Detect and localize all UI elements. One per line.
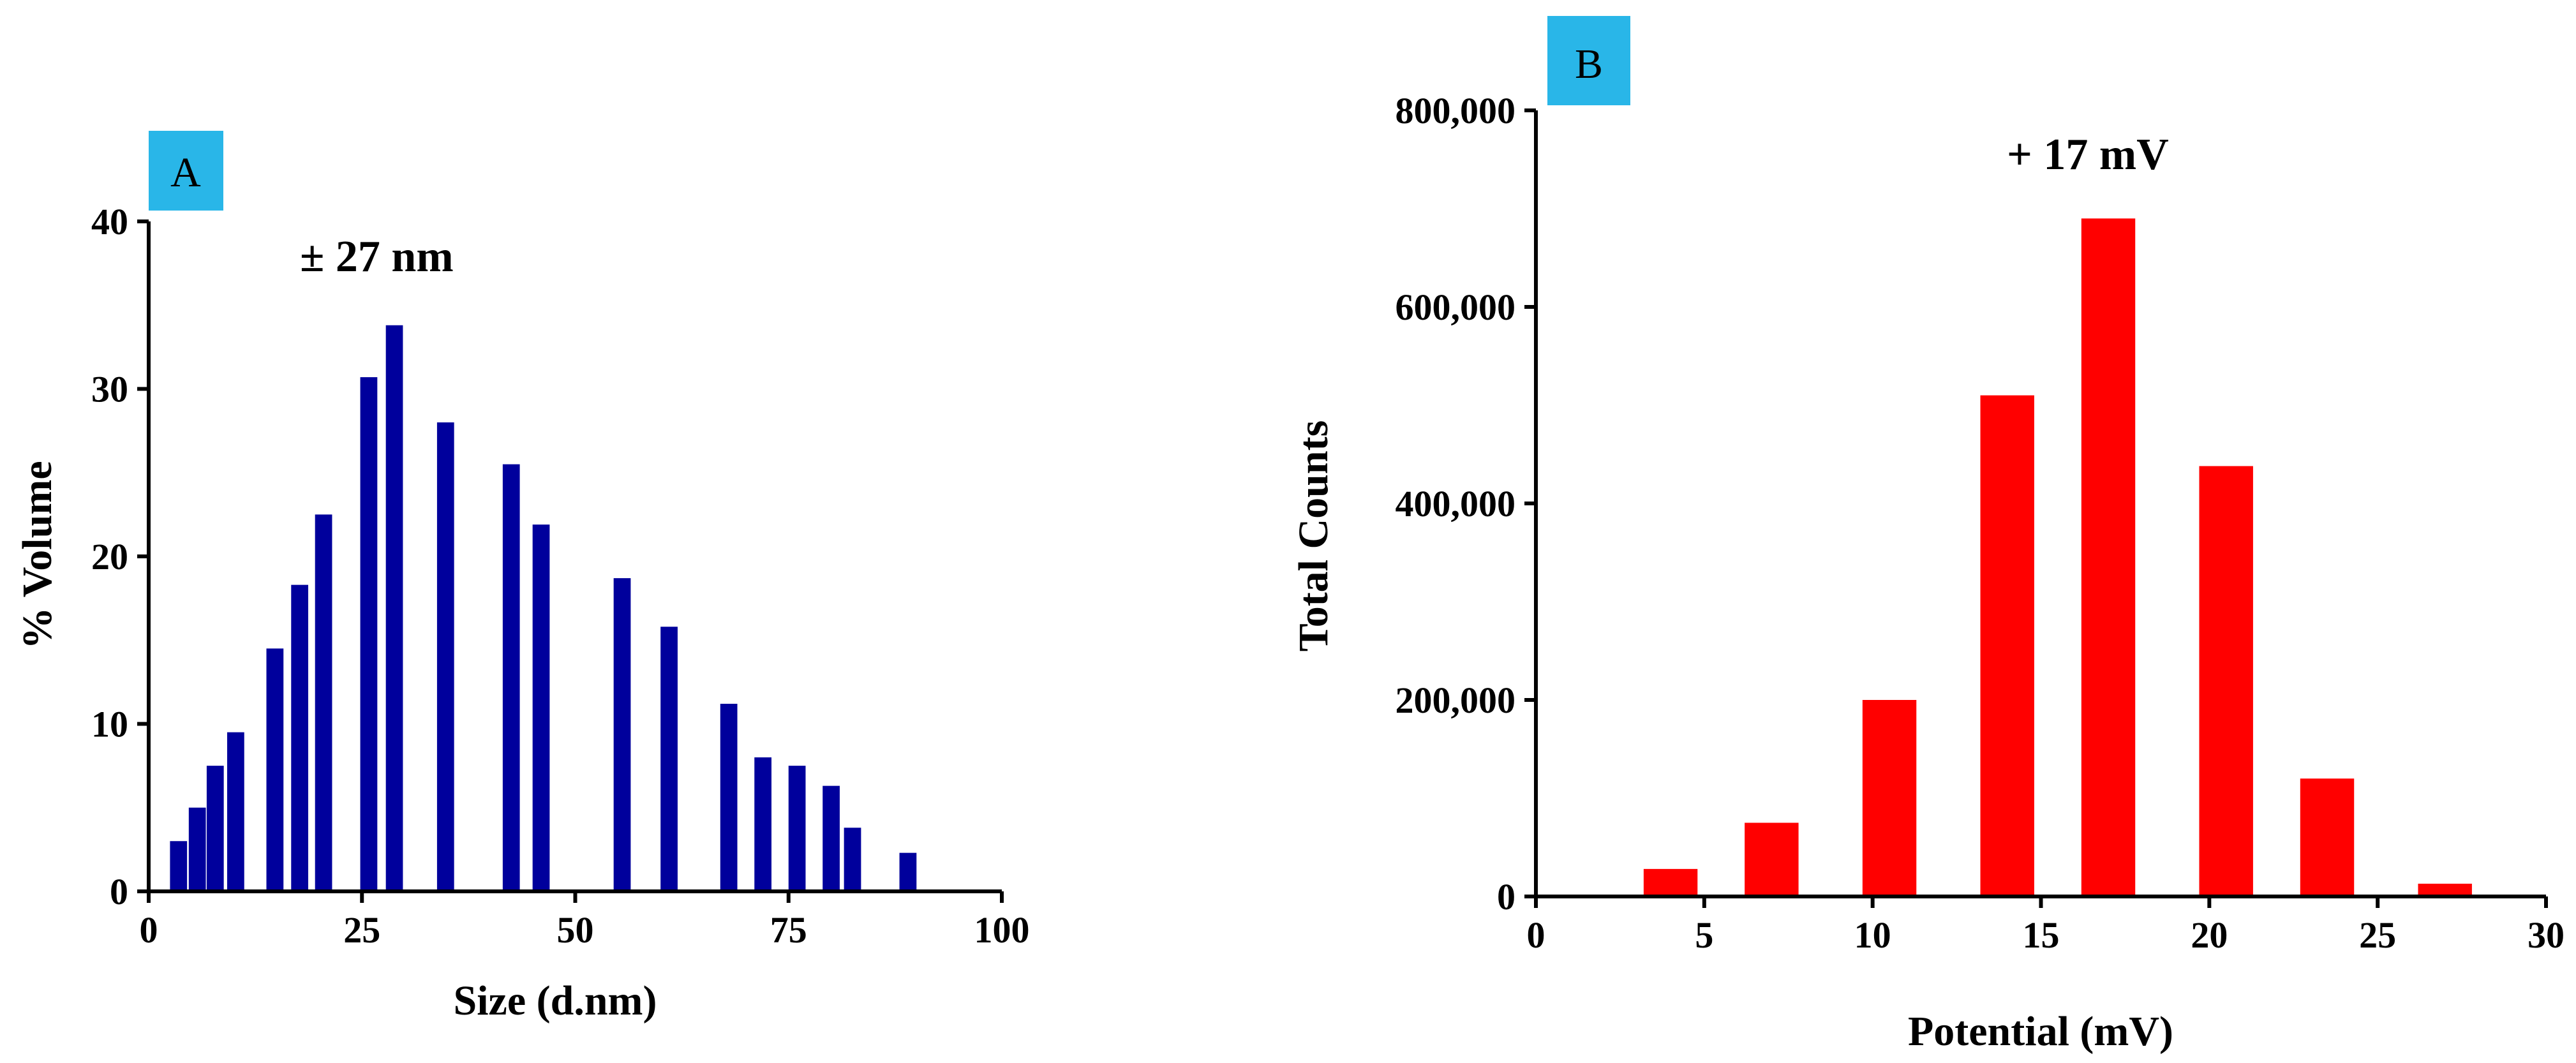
panel-b-y-tick-label: 600,000	[1396, 286, 1516, 328]
panel-a-bar	[436, 422, 454, 891]
panel-a-bar	[844, 828, 861, 891]
panel-a-bar	[720, 704, 738, 891]
panel-a-x-ticks: 0 25 50 75 100	[140, 891, 1030, 951]
panel-b-y-tick-label: 0	[1497, 876, 1515, 918]
panel-b-label: B	[1575, 41, 1603, 87]
panel-b-x-axis-title: Potential (mV)	[1908, 1008, 2173, 1055]
panel-a-label-box	[149, 131, 223, 211]
panel-a-bar	[899, 852, 917, 891]
panel-a-chart: 0 25 50 75 100 0 10 20 30 40 Size (d.nm) % Volum…	[14, 131, 1030, 1024]
panel-b-x-ticks: 0 5 10 15 20 25 30	[1527, 896, 2565, 956]
panel-b-bar	[1643, 868, 1698, 896]
panel-b-y-axis-title: Total Counts	[1290, 420, 1337, 652]
panel-b-x-tick-label: 25	[2359, 914, 2396, 956]
panel-a-bar	[660, 627, 678, 891]
panel-b-y-ticks: 0 200,000 400,000 600,000 800,000	[1396, 90, 1536, 918]
panel-a-x-axis-title: Size (d.nm)	[454, 978, 657, 1024]
panel-a-y-tick-label: 10	[91, 704, 128, 745]
panel-b-y-tick-label: 800,000	[1396, 90, 1516, 131]
panel-b-bar	[2418, 883, 2472, 896]
panel-a-bar	[291, 584, 309, 891]
panel-a-bar	[227, 732, 244, 891]
panel-b-y-tick-label: 400,000	[1396, 483, 1516, 524]
panel-a-x-tick-label: 50	[557, 909, 594, 951]
panel-a-y-tick-label: 20	[91, 536, 128, 577]
panel-a-annotation: ± 27 nm	[300, 232, 454, 281]
panel-a-bar	[613, 578, 631, 891]
panel-a-x-tick-label: 100	[974, 909, 1030, 951]
panel-a-label: A	[170, 149, 201, 196]
panel-a-y-tick-label: 30	[91, 369, 128, 410]
panel-a-y-tick-label: 40	[91, 201, 128, 242]
panel-a-bars	[170, 325, 917, 891]
panel-a-bar	[385, 325, 403, 891]
panel-a-bar	[315, 514, 332, 891]
panel-b-bar	[1745, 822, 1799, 896]
panel-a-x-tick-label: 0	[140, 909, 158, 951]
panel-b-bar	[1980, 395, 2034, 896]
panel-b-x-tick-label: 0	[1527, 914, 1545, 956]
panel-a-y-axis-title: % Volume	[14, 461, 61, 649]
panel-b-x-tick-label: 15	[2023, 914, 2060, 956]
panel-a-bar	[502, 464, 520, 891]
panel-a-bar	[206, 766, 224, 891]
panel-a-y-tick-label: 0	[110, 871, 128, 912]
panel-b-x-tick-label: 30	[2528, 914, 2565, 956]
panel-a-bar	[360, 377, 378, 891]
panel-a-bar	[823, 785, 840, 891]
panel-b-label-box	[1547, 16, 1630, 105]
panel-b-chart: 0 5 10 15 20 25 30 0 200,000 400,000 600,000 800,0…	[1290, 16, 2565, 1055]
panel-b-bar	[1862, 700, 1917, 896]
panel-b-bar	[2081, 218, 2136, 896]
panel-a-bar	[188, 807, 206, 891]
panel-a-bar	[754, 757, 772, 891]
panel-a-bar	[170, 841, 188, 891]
panel-b-x-tick-label: 5	[1695, 914, 1713, 956]
panel-a-x-tick-label: 75	[770, 909, 807, 951]
panel-a-bar	[266, 648, 284, 891]
panel-b-x-tick-label: 20	[2191, 914, 2228, 956]
panel-a-bar	[532, 524, 550, 891]
panel-b-bar	[2300, 778, 2355, 896]
panel-b-bars	[1643, 218, 2472, 896]
panel-b-y-tick-label: 200,000	[1396, 680, 1516, 721]
panel-a-bar	[788, 766, 806, 891]
panel-a-y-ticks: 0 10 20 30 40	[91, 201, 149, 912]
panel-b-annotation: + 17 mV	[2007, 130, 2169, 179]
panel-b-x-tick-label: 10	[1854, 914, 1891, 956]
panel-b-bar	[2199, 466, 2253, 896]
panel-a-x-tick-label: 25	[343, 909, 380, 951]
